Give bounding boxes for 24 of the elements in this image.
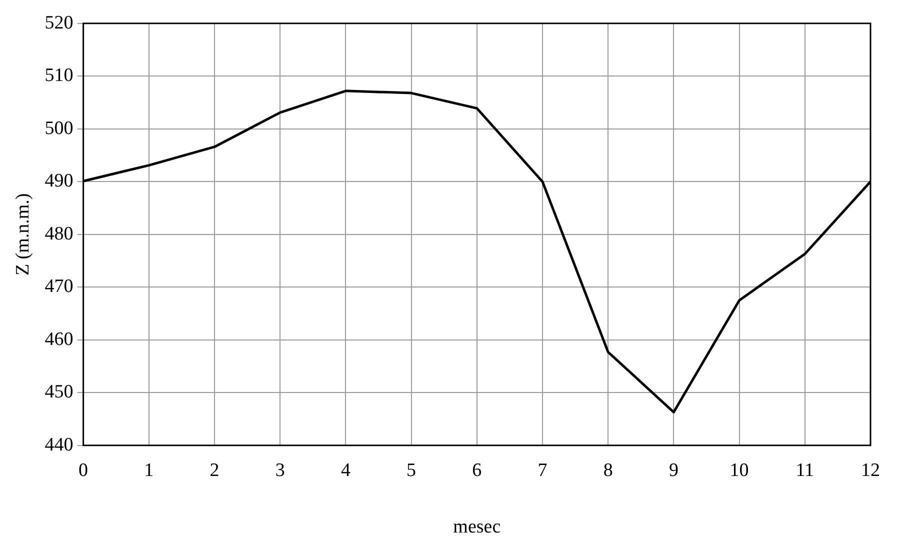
- x-tick-label: 0: [78, 460, 88, 481]
- y-tick-label: 500: [44, 118, 74, 139]
- x-tick-label: 2: [210, 460, 220, 481]
- y-tick-label: 510: [44, 65, 74, 86]
- x-tick-label: 5: [406, 460, 416, 481]
- x-tick-label: 10: [730, 460, 749, 481]
- x-tick-label: 6: [472, 460, 482, 481]
- x-tick-label: 7: [538, 460, 548, 481]
- x-tick-label: 12: [861, 460, 880, 481]
- y-tick-label: 440: [44, 434, 74, 456]
- y-tick-label: 450: [44, 382, 74, 403]
- x-tick-label: 11: [796, 460, 814, 481]
- y-axis-title: Z (m.n.m.): [12, 193, 34, 276]
- x-tick-label: 4: [340, 460, 351, 481]
- y-tick-label: 490: [44, 170, 74, 192]
- x-tick-label: 8: [603, 460, 613, 481]
- y-tick-label: 460: [44, 328, 74, 350]
- y-tick-label: 470: [44, 276, 74, 298]
- x-tick-label: 1: [144, 460, 154, 481]
- x-tick-label: 9: [668, 460, 678, 481]
- x-axis-title: mesec: [453, 516, 501, 538]
- y-tick-label: 480: [44, 223, 74, 244]
- x-tick-label: 3: [275, 460, 285, 481]
- y-tick-label: 520: [44, 12, 74, 34]
